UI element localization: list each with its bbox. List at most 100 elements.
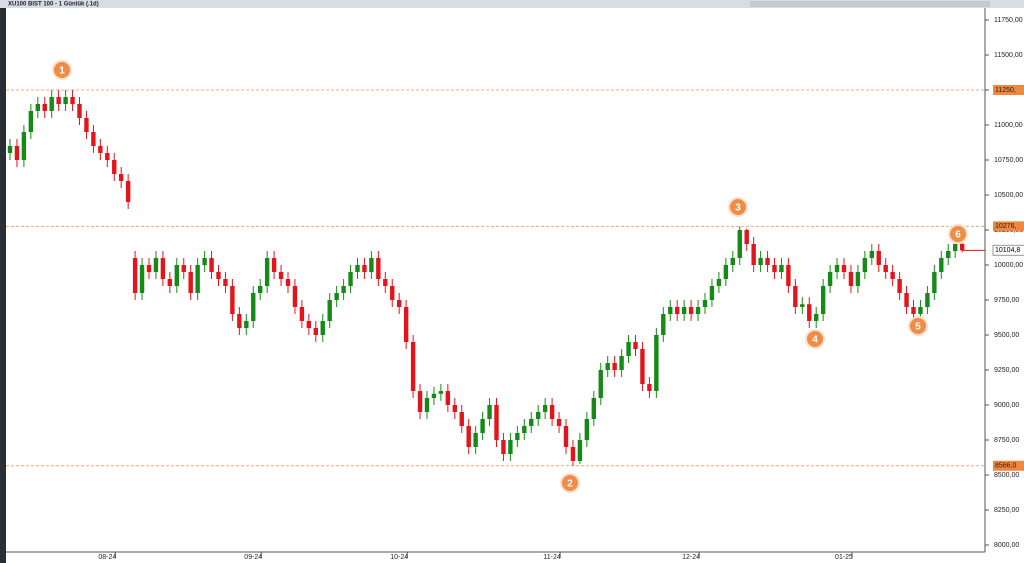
candle-body	[515, 433, 520, 440]
candle-body	[91, 132, 96, 146]
candle-body	[661, 314, 666, 335]
candle-body	[292, 286, 298, 307]
candle-body	[341, 286, 346, 293]
candle-body	[209, 258, 214, 272]
candle-body	[779, 265, 784, 272]
candle-body	[911, 307, 916, 314]
candle-body	[494, 405, 499, 440]
title-bar	[0, 0, 1024, 8]
candle-body	[306, 321, 312, 328]
marker	[52, 60, 72, 80]
candle-body	[313, 328, 318, 335]
candle-body	[112, 160, 117, 174]
candle-body	[216, 272, 221, 279]
marker	[908, 316, 928, 336]
y-tick-label: 8000,00	[994, 542, 1019, 549]
candle-body	[563, 426, 569, 447]
toolbar-buttons[interactable]	[750, 1, 990, 7]
candle-body	[820, 286, 826, 314]
candle-body	[383, 279, 388, 286]
candle-body	[647, 384, 652, 391]
last-price-label: 10104,8	[995, 247, 1020, 254]
candle-body	[77, 104, 82, 118]
candle-body	[654, 335, 659, 391]
candle-body	[348, 272, 353, 286]
candle-body	[56, 97, 61, 104]
candle-body	[591, 398, 596, 419]
candle-body	[723, 265, 729, 279]
x-tick-label: 08-24	[98, 554, 116, 561]
candle-body	[529, 419, 534, 426]
candle-body	[480, 419, 485, 433]
candle-body	[953, 244, 958, 251]
candle-body	[772, 265, 777, 272]
candle-body	[793, 286, 798, 307]
candle-body	[146, 265, 152, 272]
candle-body	[605, 363, 610, 370]
y-tick-label: 9000,00	[994, 402, 1019, 409]
candle-body	[855, 272, 861, 286]
candle-body	[814, 314, 819, 321]
candle-body	[84, 118, 89, 132]
candle-body	[807, 304, 812, 321]
candle-body	[376, 258, 381, 279]
marker-label: 6	[955, 230, 961, 241]
candle-body	[946, 251, 951, 258]
candle-body	[765, 258, 770, 265]
candle-body	[98, 146, 103, 153]
candle-body	[251, 293, 256, 321]
level-label: 10276,	[995, 223, 1016, 230]
candle-body	[459, 412, 464, 426]
candle-body	[876, 251, 881, 265]
marker	[728, 197, 748, 217]
candle-body	[139, 265, 145, 293]
candle-body	[897, 279, 902, 293]
y-tick-label: 9250,00	[994, 367, 1019, 374]
y-tick-label: 8750,00	[994, 437, 1019, 444]
candle-body	[153, 258, 159, 272]
candle-body	[904, 293, 909, 307]
candle-body	[522, 426, 527, 433]
candle-body	[362, 265, 367, 272]
candle-body	[577, 440, 583, 461]
candle-body	[744, 230, 749, 244]
candle-body	[320, 321, 325, 335]
candle-body	[751, 244, 756, 265]
x-tick-label: 09-24	[244, 554, 262, 561]
candle-body	[640, 349, 645, 384]
y-tick-label: 11500,00	[994, 52, 1023, 59]
y-tick-label: 8250,00	[994, 507, 1019, 514]
candle-body	[834, 265, 840, 272]
candle-body	[278, 272, 284, 279]
candle-body	[431, 393, 437, 398]
candle-body	[675, 307, 680, 314]
candle-body	[536, 412, 541, 419]
candle-body	[28, 111, 34, 132]
candle-body	[800, 304, 805, 307]
level-label: 8566,0	[995, 463, 1017, 470]
marker-label: 5	[915, 322, 921, 333]
candle-body	[35, 104, 40, 111]
candle-body	[132, 258, 138, 293]
candle-body	[244, 321, 249, 328]
candle-body	[549, 405, 555, 419]
marker	[560, 473, 580, 493]
level-box	[993, 221, 1024, 232]
marker-label: 4	[812, 335, 818, 346]
chart-title: XU100 BIST 100 - 1 Günlük (.1d)	[8, 2, 99, 8]
candle-body	[918, 307, 923, 314]
level-label: 11250,	[995, 87, 1016, 94]
candle-body	[160, 258, 166, 279]
candle-body	[869, 251, 874, 258]
candle-body	[556, 419, 562, 426]
candle-body	[264, 258, 270, 286]
candle-body	[174, 265, 179, 286]
marker-label: 3	[735, 203, 741, 214]
candle-body	[883, 265, 888, 272]
candle-body	[223, 279, 228, 286]
candle-body	[452, 405, 457, 412]
marker-label: 1	[59, 66, 65, 77]
candle-body	[369, 258, 374, 272]
marker	[805, 329, 825, 349]
